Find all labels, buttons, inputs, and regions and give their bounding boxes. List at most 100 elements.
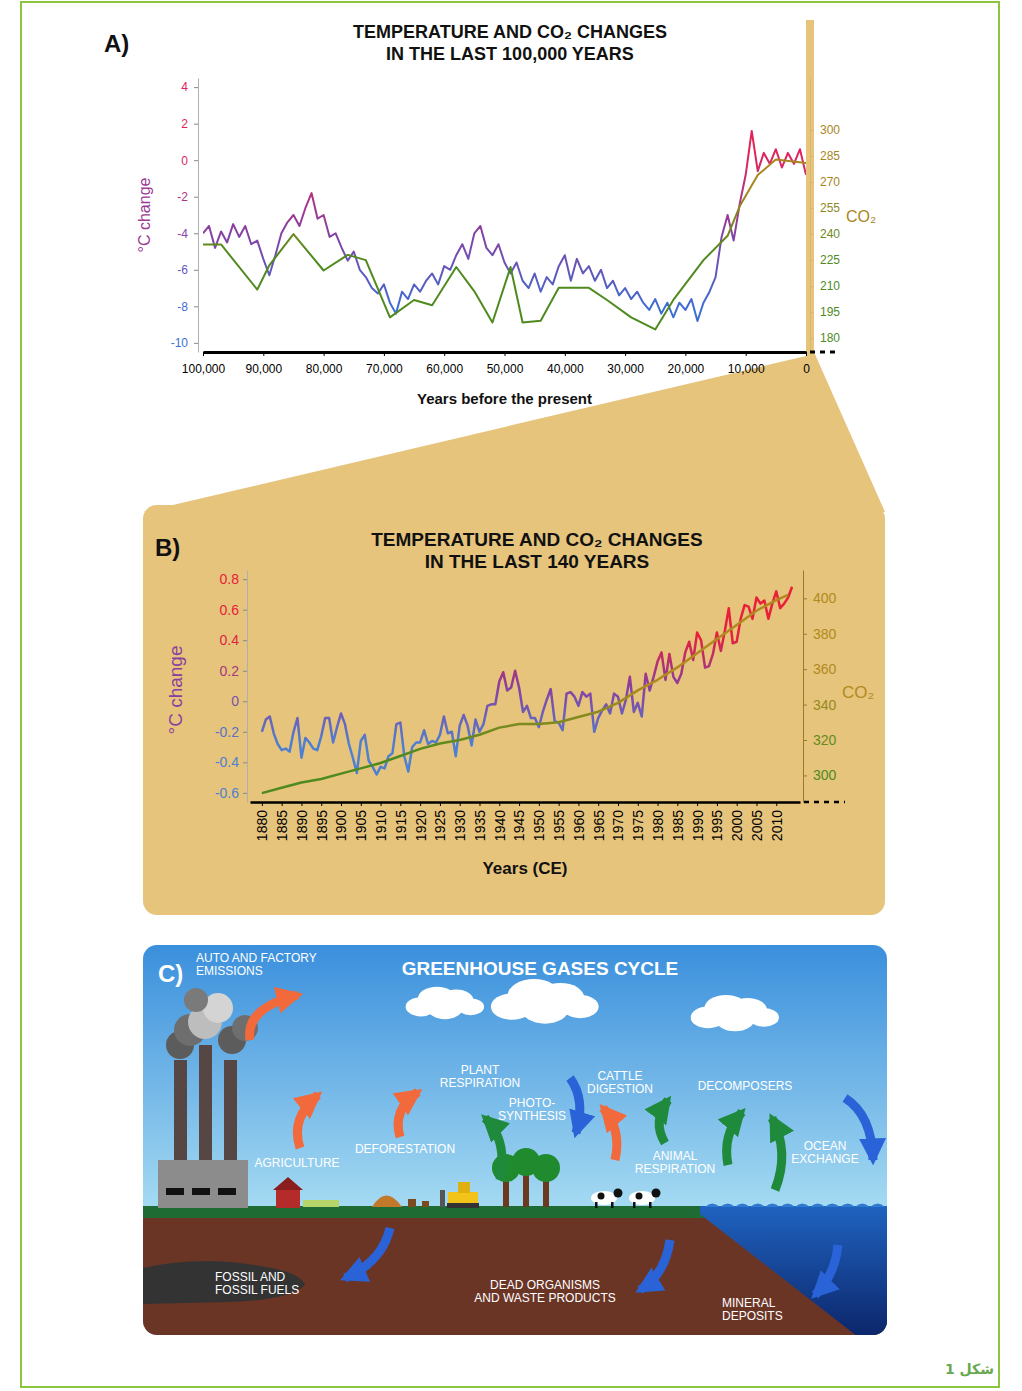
cow-head	[652, 1189, 661, 1198]
tick: 1900	[333, 802, 349, 841]
tick: 255	[810, 201, 840, 215]
tick: 380	[803, 626, 837, 642]
tick-label: 285	[820, 149, 840, 163]
cow-leg	[611, 1202, 614, 1208]
tick: 10,000	[728, 352, 765, 376]
tick-label: 1880	[254, 810, 270, 841]
tick: 1965	[591, 802, 607, 841]
tick-label: 360	[813, 661, 837, 677]
tick: 2010	[769, 802, 785, 841]
tick: 2	[181, 117, 198, 131]
tick: 1915	[393, 802, 409, 841]
tick-mark	[499, 802, 500, 806]
x-axis-title: Years before the present	[417, 390, 592, 407]
tick: 1985	[670, 802, 686, 841]
chimney	[199, 1045, 212, 1162]
tick: 1930	[452, 802, 468, 841]
tick-label: 90,000	[245, 362, 282, 376]
tick-mark	[810, 182, 814, 183]
tick-mark	[505, 352, 506, 356]
tick-mark	[539, 802, 540, 806]
tick-label: -6	[177, 263, 188, 277]
tick-mark	[803, 775, 807, 776]
wave	[705, 1204, 735, 1208]
data-line	[203, 131, 806, 321]
tick: 40,000	[547, 352, 584, 376]
diagram-label: PHOTO-SYNTHESIS	[498, 1096, 566, 1123]
tick-label: 40,000	[547, 362, 584, 376]
flow-arrow	[845, 1098, 873, 1160]
tick-label: -10	[171, 336, 189, 350]
bulldozer-cab	[458, 1182, 470, 1193]
tick-label: 1945	[511, 810, 527, 841]
tick: 80,000	[306, 352, 343, 376]
tick: 180	[810, 331, 840, 345]
wave	[795, 1204, 825, 1208]
tick: 340	[803, 697, 837, 713]
tick-label: -2	[177, 190, 188, 204]
axis-extension	[804, 801, 845, 804]
tick: 100,000	[182, 352, 226, 376]
tick-mark	[810, 312, 814, 313]
tick-mark	[194, 306, 198, 307]
tick: 90,000	[245, 352, 282, 376]
tick: 1950	[531, 802, 547, 841]
axis: 300285270255240225210195180	[810, 79, 840, 353]
log-pile	[372, 1196, 402, 1208]
chimney	[174, 1060, 187, 1162]
axis: 400380360340320300	[803, 571, 837, 803]
figure: 420-2-4-6-8-1030028527025524022521019518…	[0, 0, 1022, 1391]
tick: 195	[810, 305, 840, 319]
diagram-label-line: OCEAN	[804, 1139, 847, 1153]
diagram: C)GREENHOUSE GASES CYCLEAUTO AND FACTORY…	[143, 945, 887, 1344]
data-line	[262, 595, 788, 793]
chart-title-line: TEMPERATURE AND CO₂ CHANGES	[371, 529, 702, 550]
tick: 300	[810, 123, 840, 137]
panel-b-background	[143, 505, 885, 915]
cow-head	[614, 1189, 623, 1198]
tick-mark	[400, 802, 401, 806]
axis-line	[251, 801, 801, 804]
diagram-label-line: RESPIRATION	[440, 1076, 520, 1090]
diagram-label: DECOMPOSERS	[698, 1079, 793, 1093]
tick-mark	[658, 802, 659, 806]
flow-arrow	[815, 1245, 838, 1295]
tick-label: 100,000	[182, 362, 226, 376]
tick-label: 1935	[472, 810, 488, 841]
cloud	[691, 995, 779, 1031]
tick: -6	[177, 263, 198, 277]
tick-mark	[194, 233, 198, 234]
tick-mark	[440, 802, 441, 806]
tick-label: 1980	[650, 810, 666, 841]
tick-mark	[243, 610, 247, 611]
tick-label: 400	[813, 590, 837, 606]
tick-mark	[625, 352, 626, 356]
tick-label: 2000	[729, 810, 745, 841]
cloud	[491, 979, 599, 1024]
flow-arrow	[297, 1095, 318, 1148]
axis-line	[803, 571, 804, 803]
tick-mark	[321, 802, 322, 806]
tree-trunk	[543, 1178, 549, 1207]
tick-label: 225	[820, 253, 840, 267]
tick-label: 2010	[769, 810, 785, 841]
tick-label: 1995	[709, 810, 725, 841]
tick: 240	[810, 227, 840, 241]
tick-mark	[810, 234, 814, 235]
tick-label: 70,000	[366, 362, 403, 376]
factory-window	[166, 1188, 184, 1195]
axis: 0.80.60.40.20-0.2-0.4-0.6	[215, 571, 248, 803]
tick-mark	[263, 352, 264, 356]
factory-window	[192, 1188, 210, 1195]
chart-title: TEMPERATURE AND CO₂ CHANGESIN THE LAST 1…	[371, 529, 702, 572]
y2-axis-title: CO₂	[846, 208, 876, 225]
tick-mark	[361, 802, 362, 806]
diagram-label-line: DEFORESTATION	[355, 1142, 455, 1156]
tick: 1995	[709, 802, 725, 841]
tick-mark	[806, 352, 807, 356]
tick-label: 1905	[353, 810, 369, 841]
flow-arrow	[485, 1118, 502, 1180]
tick: 400	[803, 590, 837, 606]
figure-caption: شکل 1	[945, 1361, 994, 1377]
tick: 210	[810, 279, 840, 293]
